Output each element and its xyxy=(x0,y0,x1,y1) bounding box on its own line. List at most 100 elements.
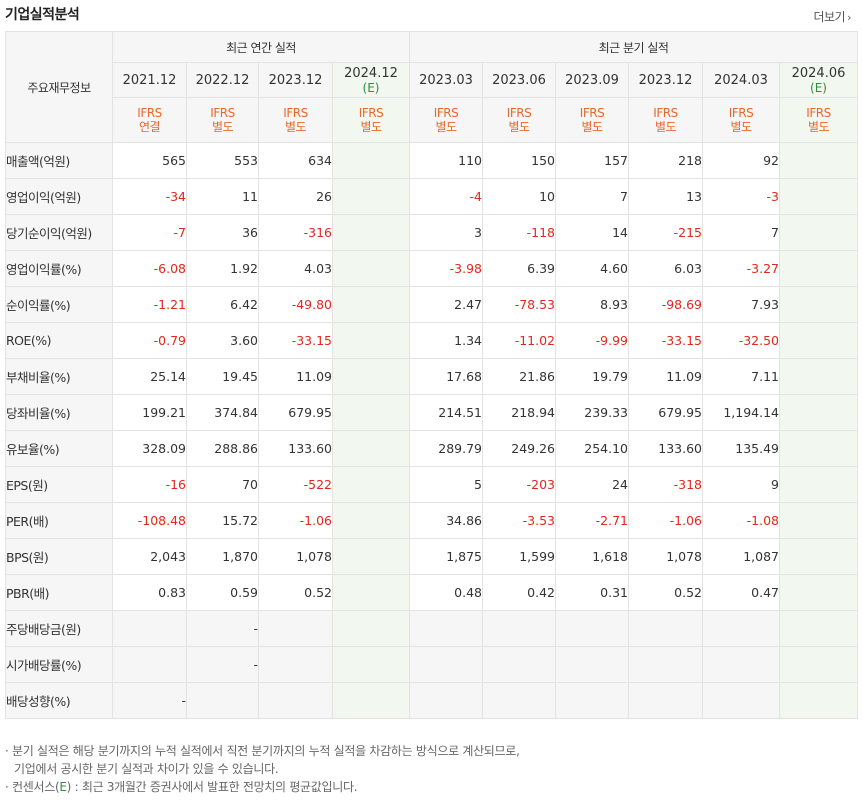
cell-value xyxy=(258,646,333,683)
cell-value xyxy=(628,610,703,647)
table-row: EPS(원) -16 70 -522 5 -203 24 -318 9 xyxy=(5,466,858,503)
cell-value: 565 xyxy=(112,142,187,179)
cell-value xyxy=(702,682,780,719)
cell-value: 1,194.14 xyxy=(702,394,780,431)
cell-value xyxy=(555,646,629,683)
estimate-marker: (E) xyxy=(810,80,827,95)
cell-value xyxy=(332,322,410,359)
cell-value xyxy=(332,574,410,611)
row-label: 당좌비율(%) xyxy=(5,394,113,431)
footnote-3: · 컨센서스(E) : 최근 3개월간 증권사에서 발표한 전망치의 평균값입니… xyxy=(5,780,358,794)
cell-value: 19.45 xyxy=(186,358,259,395)
cell-value xyxy=(332,466,410,503)
cell-value xyxy=(409,646,483,683)
cell-value: 1,599 xyxy=(482,538,556,575)
table-row: PBR(배) 0.83 0.59 0.52 0.48 0.42 0.31 0.52 0.47 xyxy=(5,574,858,611)
footnotes: · 분기 실적은 해당 분기까지의 누적 실적에서 직전 분기까지의 누적 실적… xyxy=(5,742,520,796)
cell-value: -316 xyxy=(258,214,333,251)
ifrs-standard: IFRS xyxy=(210,106,235,120)
period-label: 2024.03 xyxy=(714,72,768,88)
cell-value xyxy=(779,178,858,215)
ifrs-scope: 연결 xyxy=(138,120,161,134)
ifrs-scope: 별도 xyxy=(807,120,830,134)
ifrs-standard: IFRS xyxy=(137,106,162,120)
period-label: 2024.12 xyxy=(344,65,398,81)
table-row: 영업이익률(%) -6.08 1.92 4.03 -3.98 6.39 4.60 6.03 -3… xyxy=(5,250,858,287)
cell-value: 157 xyxy=(555,142,629,179)
table-row: 유보율(%) 328.09 288.86 133.60 289.79 249.26 254.… xyxy=(5,430,858,467)
period-label: 2023.06 xyxy=(492,72,546,88)
cell-value: - xyxy=(186,646,259,683)
cell-value: 14 xyxy=(555,214,629,251)
cell-value: 2,043 xyxy=(112,538,187,575)
cell-value: 9 xyxy=(702,466,780,503)
ifrs-header: IFRS 별도 xyxy=(332,97,410,143)
cell-value: 36 xyxy=(186,214,259,251)
row-label: BPS(원) xyxy=(5,538,113,575)
cell-value: 1,870 xyxy=(186,538,259,575)
cell-value: -3.98 xyxy=(409,250,483,287)
cell-value: 328.09 xyxy=(112,430,187,467)
ifrs-header: IFRS 별도 xyxy=(628,97,703,143)
cell-value xyxy=(779,142,858,179)
row-label: EPS(원) xyxy=(5,466,113,503)
cell-value: 1,078 xyxy=(628,538,703,575)
ifrs-scope: 별도 xyxy=(284,120,307,134)
cell-value xyxy=(332,502,410,539)
cell-value: 199.21 xyxy=(112,394,187,431)
cell-value: -4 xyxy=(409,178,483,215)
cell-value xyxy=(555,682,629,719)
table-row: 당기순이익(억원) -7 36 -316 3 -118 14 -215 7 xyxy=(5,214,858,251)
row-label: 영업이익률(%) xyxy=(5,250,113,287)
cell-value: -215 xyxy=(628,214,703,251)
cell-value: 7.93 xyxy=(702,286,780,323)
cell-value: 1,087 xyxy=(702,538,780,575)
cell-value: -11.02 xyxy=(482,322,556,359)
cell-value: 289.79 xyxy=(409,430,483,467)
cell-value: -318 xyxy=(628,466,703,503)
cell-value: 0.52 xyxy=(258,574,333,611)
cell-value: 6.03 xyxy=(628,250,703,287)
cell-value: 8.93 xyxy=(555,286,629,323)
cell-value: 634 xyxy=(258,142,333,179)
ifrs-standard: IFRS xyxy=(506,106,532,120)
period-header: 2022.12 xyxy=(186,62,259,98)
period-header: 2023.06 xyxy=(482,62,556,98)
cell-value xyxy=(702,646,780,683)
period-header: 2023.12 xyxy=(628,62,703,98)
cell-value xyxy=(779,394,858,431)
cell-value: -6.08 xyxy=(112,250,187,287)
period-header: 2023.09 xyxy=(555,62,629,98)
cell-value: 1.34 xyxy=(409,322,483,359)
cell-value xyxy=(779,286,858,323)
ifrs-scope: 별도 xyxy=(654,120,677,134)
cell-value: 1,875 xyxy=(409,538,483,575)
ifrs-scope: 별도 xyxy=(435,120,457,134)
row-label: 당기순이익(억원) xyxy=(5,214,113,251)
cell-value: 34.86 xyxy=(409,502,483,539)
cell-value: 150 xyxy=(482,142,556,179)
cell-value xyxy=(112,646,187,683)
cell-value xyxy=(482,610,556,647)
footnote-2: 기업에서 공시한 분기 실적과 차이가 있을 수 있습니다. xyxy=(14,762,279,776)
cell-value xyxy=(779,250,858,287)
cell-value: 11 xyxy=(186,178,259,215)
cell-value xyxy=(332,142,410,179)
period-label: 2023.12 xyxy=(268,72,323,88)
cell-value: 0.48 xyxy=(409,574,483,611)
cell-value: - xyxy=(112,682,187,719)
cell-value: 25.14 xyxy=(112,358,187,395)
period-label: 2024.06 xyxy=(791,65,846,81)
period-header: 2023.12 xyxy=(258,62,333,98)
table-row: ROE(%) -0.79 3.60 -33.15 1.34 -11.02 -9.99 -33.… xyxy=(5,322,858,359)
ifrs-header: IFRS 별도 xyxy=(409,97,483,143)
more-link[interactable]: 더보기 › xyxy=(813,8,851,25)
cell-value: -1.06 xyxy=(258,502,333,539)
ifrs-scope: 별도 xyxy=(360,120,382,134)
row-label: PBR(배) xyxy=(5,574,113,611)
cell-value: -0.79 xyxy=(112,322,187,359)
cell-value: 0.59 xyxy=(186,574,259,611)
cell-value: 24 xyxy=(555,466,629,503)
cell-value xyxy=(779,502,858,539)
cell-value xyxy=(332,430,410,467)
